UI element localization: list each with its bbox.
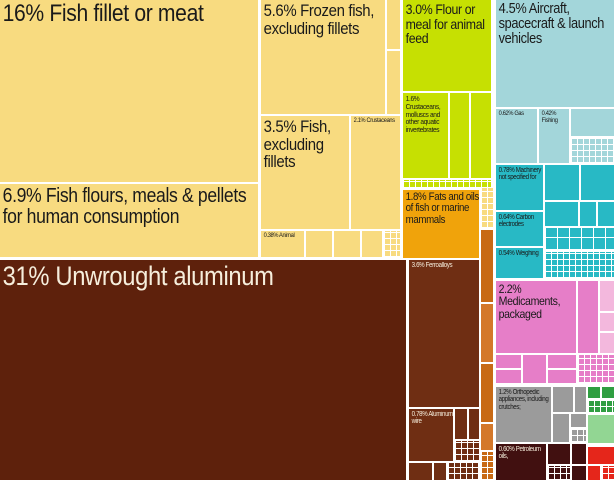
treemap-cell-unlabeled	[362, 231, 382, 257]
treemap-cell-label: 2.1% Crustaceans	[353, 117, 395, 124]
treemap-cell-animal: 0.38% Animal	[261, 231, 304, 257]
treemap-cell-fish-excluding-fillets: 3.5% Fish, excluding fillets	[261, 116, 349, 229]
treemap-cell-unlabeled	[434, 463, 446, 480]
treemap-cell-aluminum-wire: 0.78% Aluminum wire	[409, 409, 453, 461]
treemap-cell-label: 0.42% Fishing	[541, 110, 558, 124]
treemap-cell-unlabeled	[469, 409, 479, 439]
treemap-cell-label: 31% Unwrought aluminum	[2, 261, 274, 291]
treemap-cell-unlabeled	[600, 313, 614, 331]
treemap-cell-fats-and-oils-of-fish: 1.8% Fats and oils of fish or marine mam…	[403, 190, 479, 258]
treemap-cell-unlabeled	[571, 429, 586, 442]
treemap-cell-unwrought-aluminum: 31% Unwrought aluminum	[0, 260, 406, 480]
treemap-cell-label: 2.2% Medicaments, packaged	[498, 282, 561, 321]
treemap-cell-unlabeled	[548, 444, 570, 464]
treemap-cell-unlabeled	[387, 0, 400, 49]
treemap-cell-label: 0.64% Carbon electrodes	[498, 214, 535, 229]
treemap-cell-unlabeled	[481, 452, 493, 480]
treemap-cell-fish-flours-meals-pellets: 6.9% Fish flours, meals & pellets for hu…	[0, 184, 258, 257]
treemap-cell-unlabeled	[384, 231, 400, 257]
treemap-cell-label: 6.9% Fish flours, meals & pellets for hu…	[2, 185, 247, 228]
treemap-cell-label: 3.0% Flour or meal for animal feed	[405, 1, 485, 47]
treemap-cell-unlabeled	[448, 463, 479, 480]
treemap-cell-unlabeled	[409, 463, 432, 480]
treemap-cell-orthopedic-appliances: 1.2% Orthopedic appliances, including cr…	[496, 387, 551, 442]
treemap-cell-unlabeled	[572, 444, 586, 464]
treemap-cell-unlabeled	[481, 364, 493, 422]
treemap-cell-gas: 0.62% Gas	[496, 109, 537, 163]
treemap-cell-fishing: 0.42% Fishing	[539, 109, 569, 163]
treemap-cell-unlabeled	[578, 355, 614, 383]
treemap-cell-carbon-electrodes: 0.64% Carbon electrodes	[496, 212, 543, 246]
treemap-cell-ferroalloys: 3.6% Ferroalloys	[409, 260, 479, 407]
treemap-cell-label: 0.62% Gas	[498, 110, 524, 117]
treemap-cell-unlabeled	[481, 230, 493, 302]
treemap-cell-label: 1.2% Orthopedic appliances, including cr…	[498, 389, 549, 411]
treemap-cell-crustaceans-molluscs-invertebrates: 1.6% Crustaceans, molluscs and other aqu…	[403, 93, 448, 178]
treemap-cell-unlabeled	[581, 165, 614, 200]
treemap-cell-flour-or-meal-for-animal-feed: 3.0% Flour or meal for animal feed	[403, 0, 491, 91]
treemap-cell-unlabeled	[588, 415, 614, 443]
treemap-cell-unlabeled	[481, 188, 493, 228]
treemap-cell-medicaments-packaged: 2.2% Medicaments, packaged	[496, 281, 576, 353]
treemap-cell-unlabeled	[600, 333, 614, 353]
treemap-cell-unlabeled	[575, 387, 586, 412]
treemap-cell-unlabeled	[588, 466, 600, 480]
treemap-cell-unlabeled	[571, 109, 614, 136]
treemap-cell-label: 1.6% Crustaceans, molluscs and other aqu…	[405, 94, 441, 135]
treemap-cell-weighing: 0.54% Weighing	[496, 248, 543, 278]
treemap-cell-machinery-not-specified: 0.78% Machinery not specified for	[496, 165, 543, 210]
treemap-cell-unlabeled	[481, 424, 493, 450]
treemap-cell-unlabeled	[548, 370, 576, 383]
treemap-cell-unlabeled	[602, 387, 614, 398]
treemap-cell-unlabeled	[481, 304, 493, 362]
treemap-cell-label: 3.6% Ferroalloys	[411, 262, 453, 269]
treemap-cell-label: 0.38% Animal	[263, 232, 295, 239]
treemap-cell-label: 0.60% Petroleum oils,	[498, 446, 541, 461]
treemap-cell-frozen-fish-excluding-fillets: 5.6% Frozen fish, excluding fillets	[261, 0, 385, 114]
treemap-cell-aircraft-spacecraft-launch-vehicles: 4.5% Aircraft, spacecraft & launch vehic…	[496, 0, 614, 107]
treemap-cell-label: 0.78% Machinery not specified for	[498, 167, 542, 182]
treemap-cell-unlabeled	[450, 93, 469, 178]
treemap-cell-label: 1.8% Fats and oils of fish or marine mam…	[405, 191, 479, 226]
treemap-cell-unlabeled	[545, 202, 578, 226]
treemap-cell-unlabeled	[588, 400, 614, 413]
treemap-cell-unlabeled	[545, 228, 614, 250]
treemap-cell-unlabeled	[571, 414, 586, 427]
treemap-cell-unlabeled	[548, 466, 570, 480]
treemap-cell-label: 16% Fish fillet or meat	[2, 0, 204, 27]
treemap-cell-crustaceans: 2.1% Crustaceans	[351, 116, 400, 229]
treemap-cell-unlabeled	[602, 466, 614, 480]
treemap-cell-unlabeled	[471, 93, 491, 178]
treemap-cell-unlabeled	[545, 165, 579, 200]
treemap-cell-unlabeled	[571, 138, 614, 163]
treemap-cell-unlabeled	[572, 466, 586, 480]
treemap-cell-label: 3.5% Fish, excluding fillets	[263, 117, 332, 172]
treemap-cell-unlabeled	[553, 387, 573, 412]
treemap-cell-petroleum-oils: 0.60% Petroleum oils,	[496, 444, 546, 480]
treemap-cell-unlabeled	[588, 447, 614, 464]
treemap-cell-unlabeled	[455, 441, 479, 461]
treemap-cell-unlabeled	[580, 202, 596, 226]
treemap-cell-unlabeled	[545, 252, 614, 278]
treemap-cell-unlabeled	[334, 231, 360, 257]
treemap-cell-unlabeled	[598, 202, 614, 226]
treemap-cell-unlabeled	[553, 414, 569, 442]
treemap-cell-label: 0.54% Weighing	[498, 250, 539, 257]
treemap-cell-unlabeled	[600, 281, 614, 311]
treemap-cell-unlabeled	[523, 355, 546, 383]
treemap-cell-unlabeled	[588, 387, 600, 398]
treemap-cell-unlabeled	[455, 409, 467, 439]
treemap-cell-fish-fillet-or-meat: 16% Fish fillet or meat	[0, 0, 258, 182]
treemap-cell-unlabeled	[387, 51, 400, 114]
treemap-cell-unlabeled	[403, 180, 491, 188]
treemap-cell-unlabeled	[496, 355, 521, 368]
treemap-cell-unlabeled	[496, 370, 521, 383]
treemap-cell-unlabeled	[306, 231, 332, 257]
treemap-cell-label: 5.6% Frozen fish, excluding fillets	[263, 1, 375, 38]
treemap-cell-label: 4.5% Aircraft, spacecraft & launch vehic…	[498, 1, 605, 48]
treemap-cell-label: 0.78% Aluminum wire	[411, 411, 453, 426]
treemap-cell-unlabeled	[578, 281, 598, 353]
treemap-cell-unlabeled	[548, 355, 576, 368]
